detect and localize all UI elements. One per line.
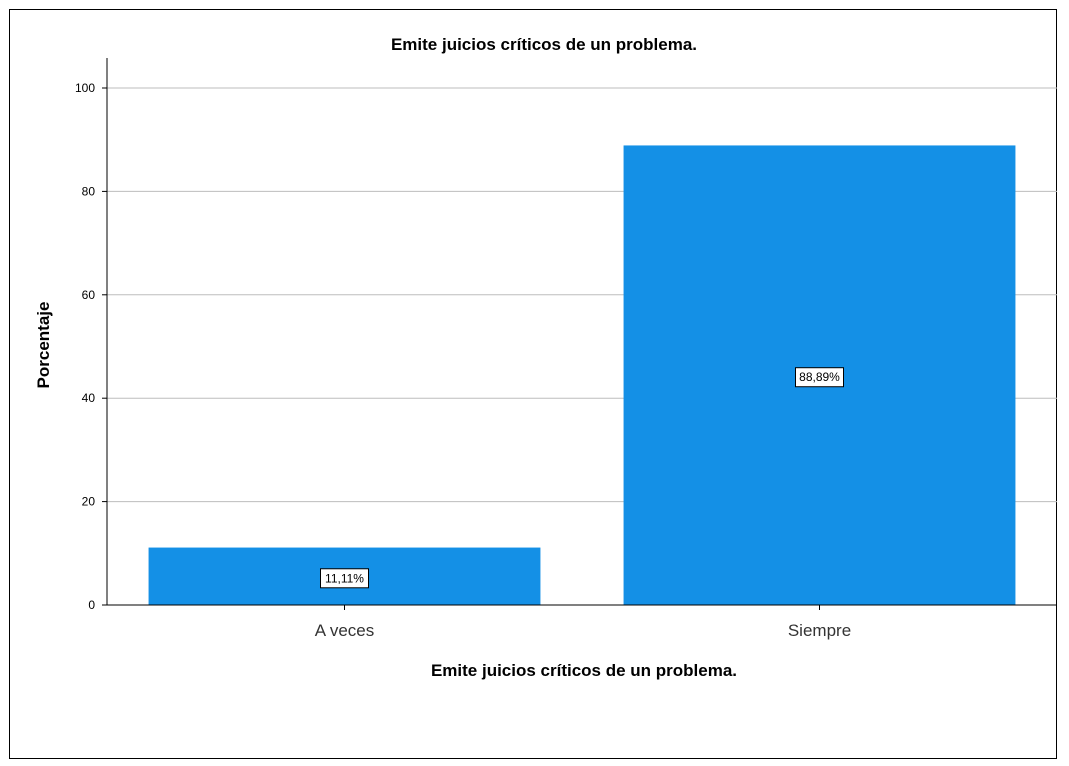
y-tick-label: 100 xyxy=(75,81,95,95)
x-axis-title: Emite juicios críticos de un problema. xyxy=(431,661,737,680)
x-tick-label: Siempre xyxy=(788,621,851,640)
y-tick-label: 0 xyxy=(88,598,95,612)
data-label-text: 88,89% xyxy=(799,370,840,384)
y-axis-title: Porcentaje xyxy=(34,302,53,389)
data-label-box xyxy=(795,367,844,388)
data-label-text: 11,11% xyxy=(325,571,364,585)
y-tick-label: 40 xyxy=(82,391,96,405)
data-label: 11,11% xyxy=(320,568,369,589)
chart-title: Emite juicios críticos de un problema. xyxy=(391,35,697,54)
y-tick-label: 80 xyxy=(82,184,96,198)
axes xyxy=(102,58,1057,610)
data-labels: 11,11% 88,89% xyxy=(320,367,844,589)
x-category-labels: A veces Siempre xyxy=(315,621,851,640)
y-tick-label: 20 xyxy=(82,495,96,509)
y-tick-labels: 0 20 40 60 80 100 xyxy=(75,81,95,612)
x-tick-label: A veces xyxy=(315,621,375,640)
y-tick-label: 60 xyxy=(82,288,96,302)
bars xyxy=(148,145,1016,605)
data-label-box xyxy=(320,568,369,589)
data-label: 88,89% xyxy=(795,367,844,388)
